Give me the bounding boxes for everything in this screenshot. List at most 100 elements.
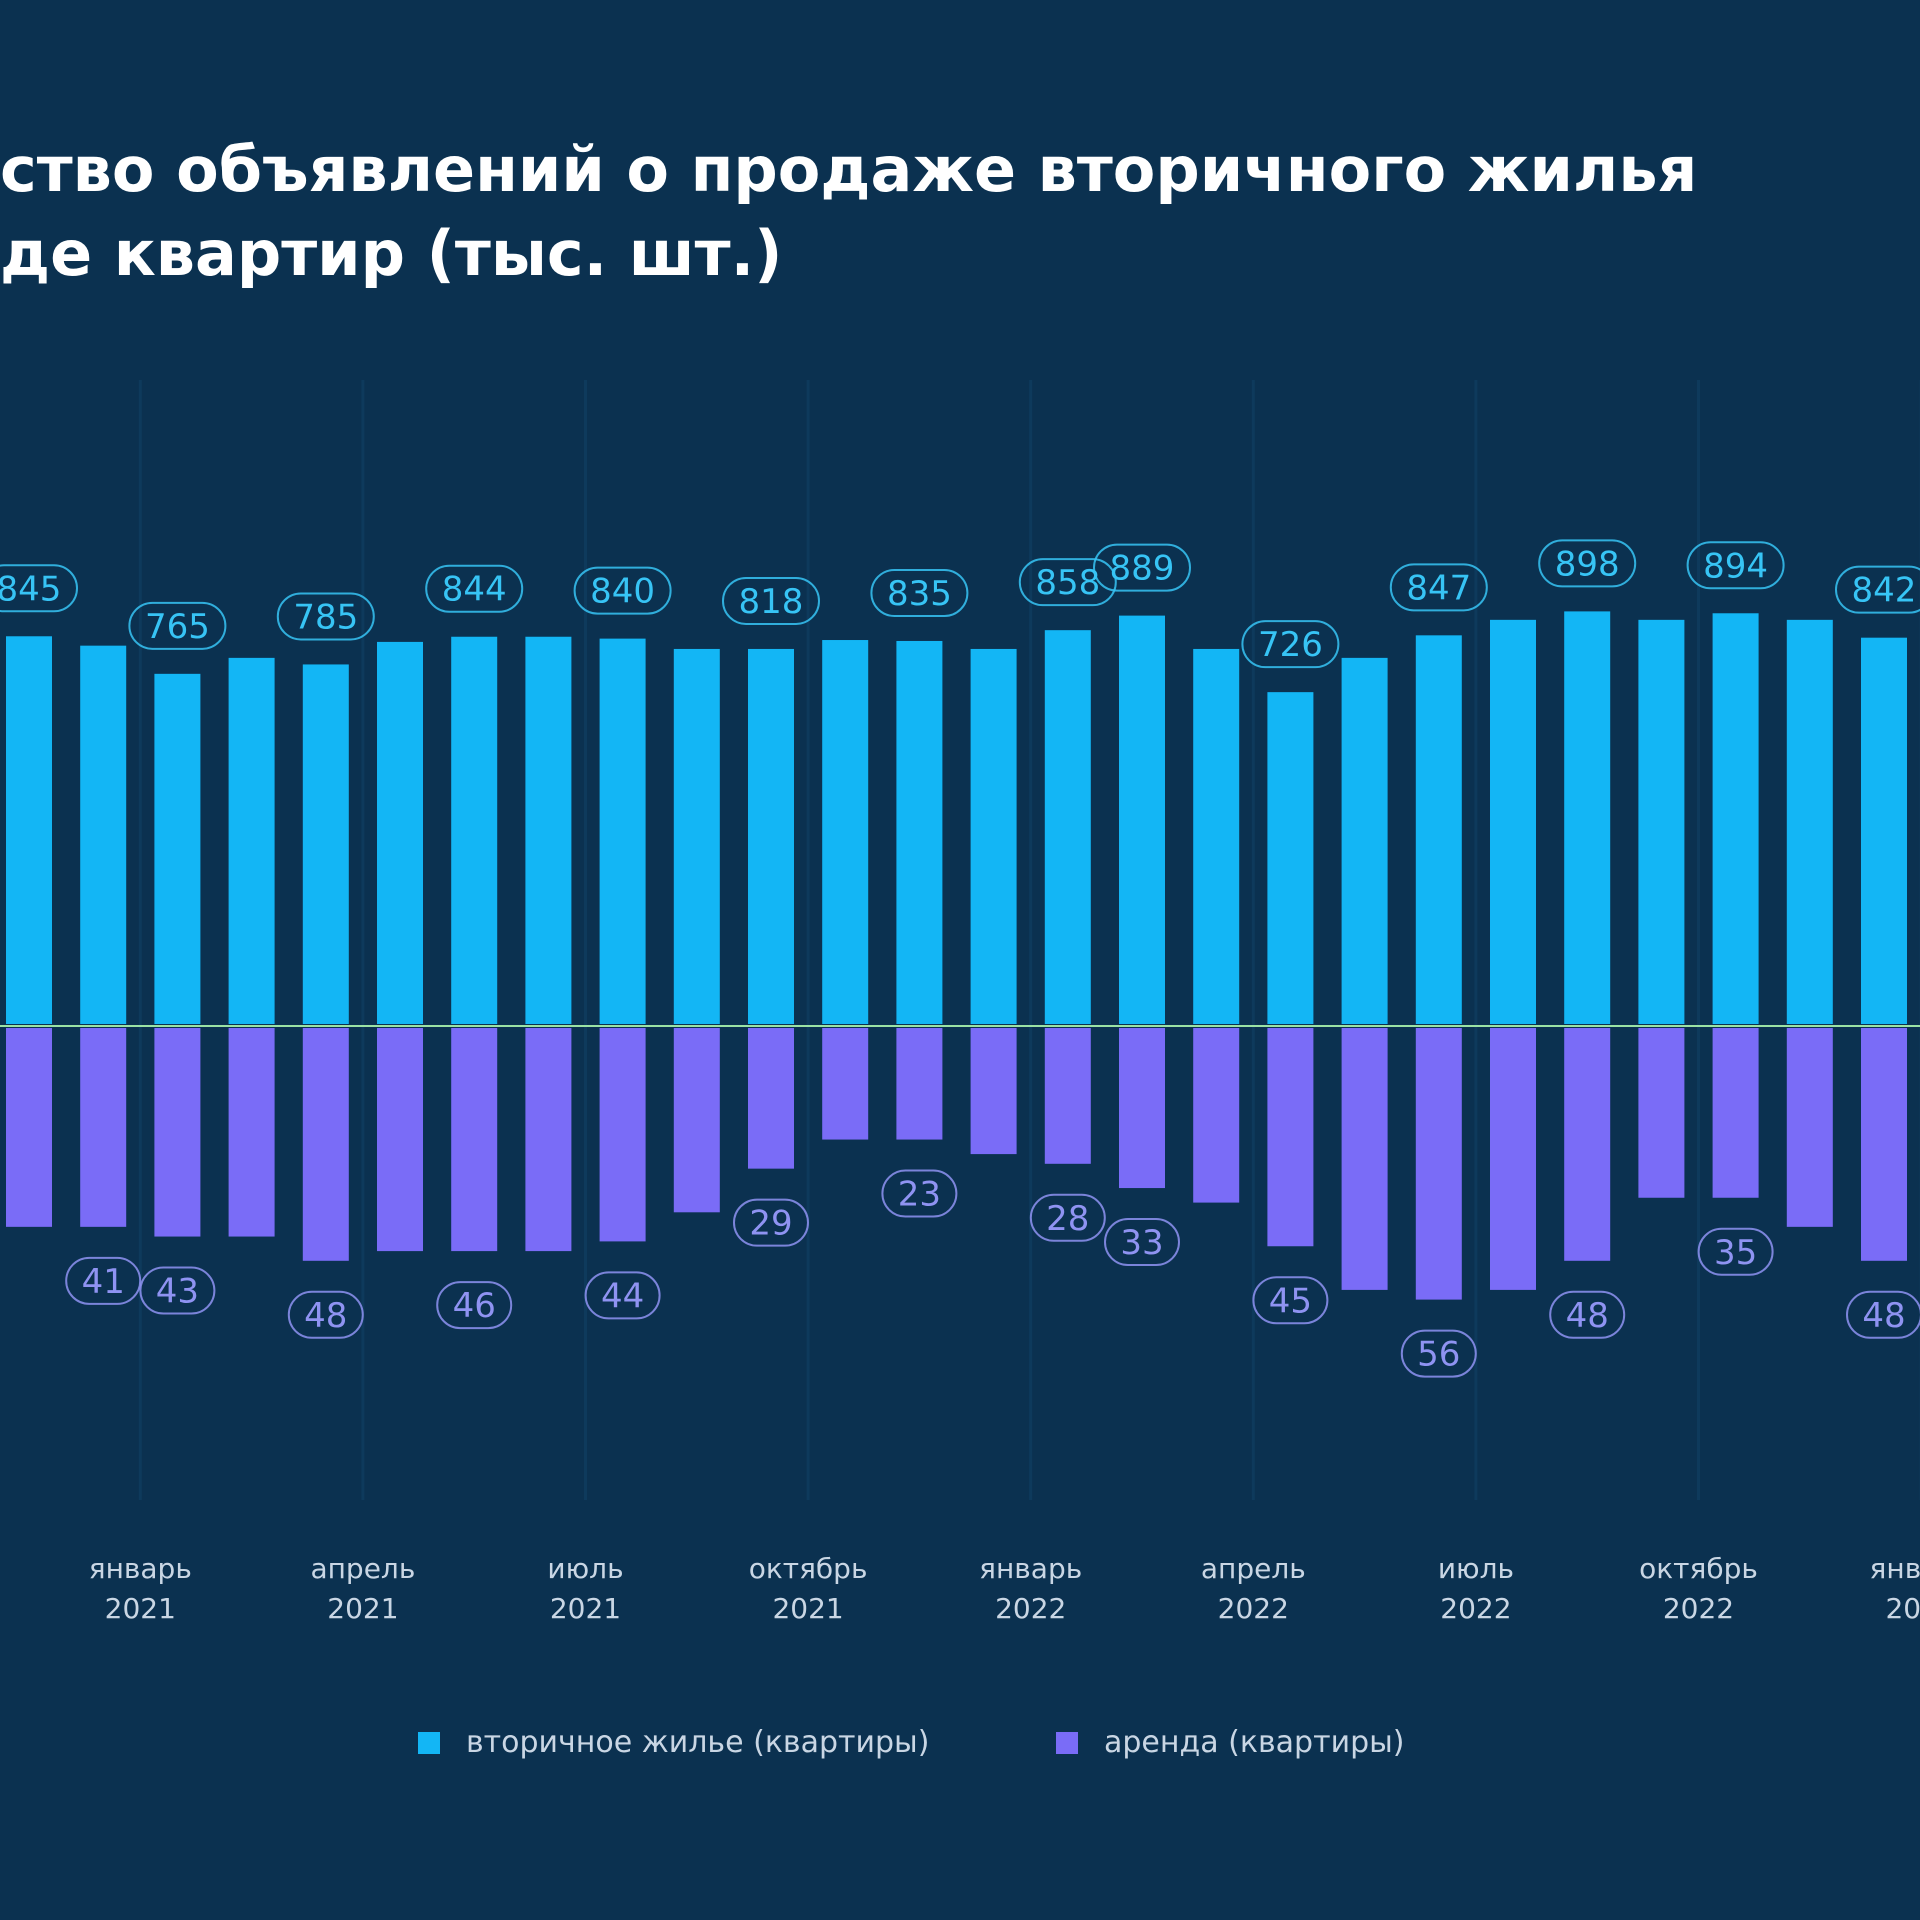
bar-rent [970,1028,1017,1155]
value-labels: 845 765 785 844 840 818 835 858 889 726 847 898 894 8… [0,539,1920,1378]
bar-sale [1415,635,1462,1024]
value-label: 41 [65,1256,142,1305]
bar-sale [748,648,794,1024]
bar-rent [1861,1028,1907,1261]
bar-sale [1712,613,1759,1024]
value-label-text: 894 [1703,546,1768,586]
bar-rent [228,1028,275,1237]
value-label-text: 48 [1862,1296,1905,1336]
value-label-text: 44 [601,1276,644,1316]
bar-rent [1341,1028,1388,1290]
x-axis-ticks: январь 2021 апрель 2021 июль 2021 октябрь 2021 я… [89,1552,1920,1625]
bar-sale [970,648,1017,1024]
x-tick-year: 2023 [1885,1592,1920,1625]
bar-sale [1044,630,1091,1024]
value-label-text: 46 [453,1286,496,1326]
value-label-text: 898 [1555,544,1620,584]
value-label: 840 [573,566,672,615]
bar-sale [1638,619,1685,1024]
value-label-text: 28 [1046,1199,1089,1239]
x-tick-year: 2022 [995,1592,1066,1625]
x-tick-year: 2021 [550,1592,621,1625]
value-label-text: 840 [590,572,655,612]
chart-title: ство объявлений о продаже вторичного жил… [0,128,1920,296]
bar-sale [1490,619,1536,1024]
bar-rent [673,1028,720,1213]
x-tick-year: 2021 [105,1592,176,1625]
x-tick-month: январь [979,1552,1082,1585]
value-label: 44 [584,1271,661,1320]
x-tick-month: январь [1870,1552,1920,1585]
bar-sale [451,636,498,1024]
bar-sale [302,664,349,1024]
value-label-text: 818 [739,582,804,622]
x-tick-year: 2021 [327,1592,398,1625]
sale-bars [6,611,1907,1024]
value-label: 858 [1018,558,1117,607]
x-tick-month: апрель [1201,1552,1306,1585]
bar-rent [1193,1028,1240,1203]
bar-sale [1861,637,1907,1024]
chart-title-line-1: ство объявлений о продаже вторичного жил… [0,133,1698,206]
value-label: 894 [1686,541,1785,590]
legend-label-rent: аренда (квартиры) [1104,1725,1405,1760]
value-label: 845 [0,564,78,613]
bar-sale [80,645,127,1024]
x-tick-month: октябрь [749,1552,868,1585]
bar-sale [228,657,275,1024]
value-label: 23 [881,1169,958,1218]
bar-sale [822,640,869,1024]
value-label: 29 [733,1198,809,1247]
bar-sale [896,640,943,1024]
bar-rent [1044,1028,1091,1164]
value-label-text: 45 [1269,1281,1312,1321]
bar-sale [1193,648,1240,1024]
value-label-text: 35 [1714,1233,1757,1273]
x-tick-month: октябрь [1639,1552,1758,1585]
value-label-text: 845 [0,569,61,609]
value-label-text: 844 [442,570,507,610]
bar-rent [822,1028,869,1140]
bar-rent [1415,1028,1462,1300]
value-label-text: 56 [1417,1335,1460,1375]
value-label-text: 765 [145,607,210,647]
value-label: 48 [1846,1290,1920,1339]
bar-sale [1267,692,1314,1024]
value-label-text: 33 [1120,1223,1163,1263]
value-label: 46 [436,1281,513,1330]
legend-swatch-sale [418,1731,440,1754]
bar-rent [1490,1028,1536,1290]
x-tick-year: 2022 [1218,1592,1289,1625]
value-label-text: 29 [749,1204,792,1244]
x-tick-month: апрель [310,1552,415,1585]
legend-swatch-rent [1056,1731,1078,1754]
bar-rent [599,1028,646,1242]
value-label-text: 43 [156,1272,199,1312]
value-label: 33 [1104,1218,1180,1267]
value-label: 818 [722,576,820,625]
x-tick-year: 2021 [772,1592,843,1625]
value-label: 765 [128,601,227,650]
bar-rent [451,1028,498,1252]
bar-rent [1638,1028,1685,1198]
value-label: 726 [1241,620,1340,669]
bar-sale [1564,611,1611,1024]
bar-rent [1712,1028,1759,1198]
value-label: 898 [1538,539,1637,588]
bar-rent [377,1028,423,1252]
value-label: 35 [1697,1227,1774,1276]
bar-sale [377,641,423,1024]
bar-rent [80,1028,127,1227]
value-label: 835 [870,568,969,617]
value-label-text: 41 [82,1262,125,1302]
value-label: 48 [1549,1290,1626,1339]
bar-sale [1341,657,1388,1024]
value-label: 28 [1029,1193,1106,1242]
value-label: 844 [425,564,524,613]
bar-sale [154,673,201,1024]
legend: вторичное жилье (квартиры) аренда (кварт… [0,1725,1920,1765]
value-label-text: 23 [898,1175,941,1215]
bar-sale [525,636,572,1024]
value-label-text: 48 [304,1296,347,1336]
